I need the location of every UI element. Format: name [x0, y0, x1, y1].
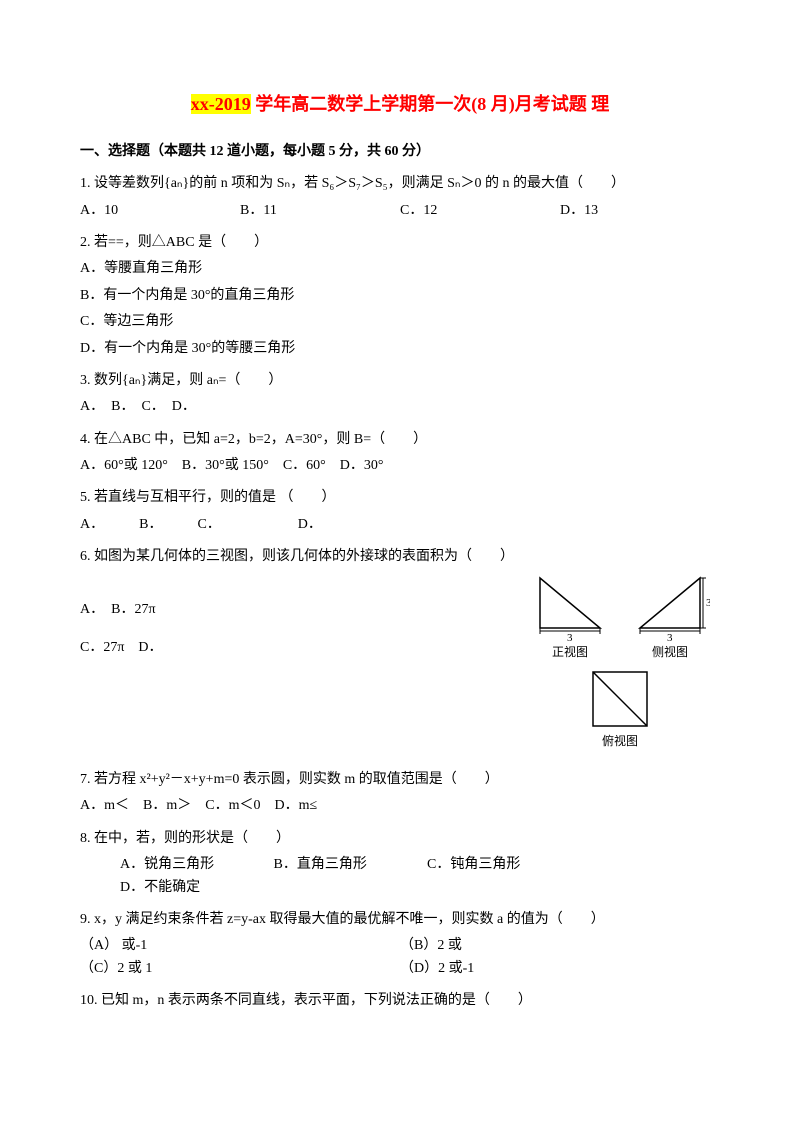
q8-options: A．锐角三角形 B．直角三角形 C．钝角三角形 D．不能确定 — [80, 854, 720, 899]
question-10: 10. 已知 m，n 表示两条不同直线，表示平面，下列说法正确的是（ ） — [80, 990, 720, 1012]
front-view-block: 3 正视图 — [530, 573, 610, 662]
q10-text: 10. 已知 m，n 表示两条不同直线，表示平面，下列说法正确的是（ ） — [80, 990, 720, 1012]
q1-opt-c: C．12 — [400, 200, 560, 222]
q9-text: 9. x，y 满足约束条件若 z=y-ax 取得最大值的最优解不唯一，则实数 a… — [80, 909, 720, 931]
side-view-svg: 3 3 — [630, 573, 710, 643]
q7-text: 7. 若方程 x²+y²－x+y+m=0 表示圆，则实数 m 的取值范围是（ ） — [80, 769, 720, 791]
q9-opt-a: （A） 或-1 — [80, 935, 400, 957]
q3-text: 3. 数列{aₙ}满足，则 aₙ=（ ） — [80, 370, 720, 392]
question-4: 4. 在△ABC 中，已知 a=2，b=2，A=30°，则 B=（ ） A．60… — [80, 429, 720, 478]
question-7: 7. 若方程 x²+y²－x+y+m=0 表示圆，则实数 m 的取值范围是（ ）… — [80, 769, 720, 818]
side-view-block: 3 3 侧视图 — [630, 573, 710, 662]
side-dim-v: 3 — [706, 597, 710, 609]
q9-row1: （A） 或-1 （B）2 或 — [80, 935, 720, 957]
top-view-label: 俯视图 — [585, 732, 655, 751]
q1-text: 1. 设等差数列{aₙ}的前 n 项和为 Sₙ，若 S₆＞S₇＞S₅，则满足 S… — [80, 173, 720, 195]
section-1-heading: 一、选择题（本题共 12 道小题，每小题 5 分，共 60 分） — [80, 141, 720, 163]
q1-opt-d: D．13 — [560, 200, 720, 222]
question-2: 2. 若==，则△ABC 是（ ） A．等腰直角三角形 B．有一个内角是 30°… — [80, 232, 720, 360]
top-view-svg — [585, 668, 655, 732]
front-view-svg: 3 — [530, 573, 610, 643]
q3-options: A． B． C． D． — [80, 396, 720, 418]
q2-opt-b: B．有一个内角是 30°的直角三角形 — [80, 285, 720, 307]
q2-text: 2. 若==，则△ABC 是（ ） — [80, 232, 720, 254]
q2-opt-d: D．有一个内角是 30°的等腰三角形 — [80, 338, 720, 360]
q2-opt-c: C．等边三角形 — [80, 311, 720, 333]
q5-text: 5. 若直线与互相平行，则的值是 （ ） — [80, 487, 720, 509]
q4-options: A．60°或 120° B．30°或 150° C．60° D．30° — [80, 455, 720, 477]
q9-opt-c: （C）2 或 1 — [80, 958, 400, 980]
question-9: 9. x，y 满足约束条件若 z=y-ax 取得最大值的最优解不唯一，则实数 a… — [80, 909, 720, 980]
q8-opt-c: C．钝角三角形 — [427, 854, 577, 876]
title-highlight: xx-2019 — [191, 94, 251, 114]
q8-opt-b: B．直角三角形 — [274, 854, 424, 876]
side-view-label: 侧视图 — [630, 643, 710, 662]
question-1: 1. 设等差数列{aₙ}的前 n 项和为 Sₙ，若 S₆＞S₇＞S₅，则满足 S… — [80, 173, 720, 222]
q5-options: A． B． C． D． — [80, 514, 720, 536]
front-dim: 3 — [567, 632, 573, 643]
q7-options: A．m＜ B．m＞ C．m＜0 D．m≤ — [80, 795, 720, 817]
q4-text: 4. 在△ABC 中，已知 a=2，b=2，A=30°，则 B=（ ） — [80, 429, 720, 451]
q1-opt-b: B．11 — [240, 200, 400, 222]
side-dim-h: 3 — [667, 632, 673, 643]
q1-options: A．10 B．11 C．12 D．13 — [80, 200, 720, 222]
question-8: 8. 在中，若，则的形状是（ ） A．锐角三角形 B．直角三角形 C．钝角三角形… — [80, 828, 720, 899]
top-view-block: 俯视图 — [585, 668, 655, 751]
question-3: 3. 数列{aₙ}满足，则 aₙ=（ ） A． B． C． D． — [80, 370, 720, 419]
question-6: 6. 如图为某几何体的三视图，则该几何体的外接球的表面积为（ ） 3 正视图 — [80, 546, 720, 751]
title-rest: 学年高二数学上学期第一次(8 月)月考试题 理 — [251, 94, 610, 114]
q2-opt-a: A．等腰直角三角形 — [80, 258, 720, 280]
three-views-figure: 3 正视图 3 3 侧视图 — [520, 573, 720, 751]
q8-opt-d: D．不能确定 — [120, 877, 270, 899]
title-year: xx-2019 — [191, 94, 251, 114]
q1-opt-a: A．10 — [80, 200, 240, 222]
q9-row2: （C）2 或 1 （D）2 或-1 — [80, 958, 720, 980]
front-view-label: 正视图 — [530, 643, 610, 662]
q9-opt-d: （D）2 或-1 — [400, 958, 720, 980]
q8-opt-a: A．锐角三角形 — [120, 854, 270, 876]
question-5: 5. 若直线与互相平行，则的值是 （ ） A． B． C． D． — [80, 487, 720, 536]
q6-text: 6. 如图为某几何体的三视图，则该几何体的外接球的表面积为（ ） — [80, 546, 720, 568]
exam-title: xx-2019 学年高二数学上学期第一次(8 月)月考试题 理 — [80, 90, 720, 119]
q9-opt-b: （B）2 或 — [400, 935, 720, 957]
q8-text: 8. 在中，若，则的形状是（ ） — [80, 828, 720, 850]
